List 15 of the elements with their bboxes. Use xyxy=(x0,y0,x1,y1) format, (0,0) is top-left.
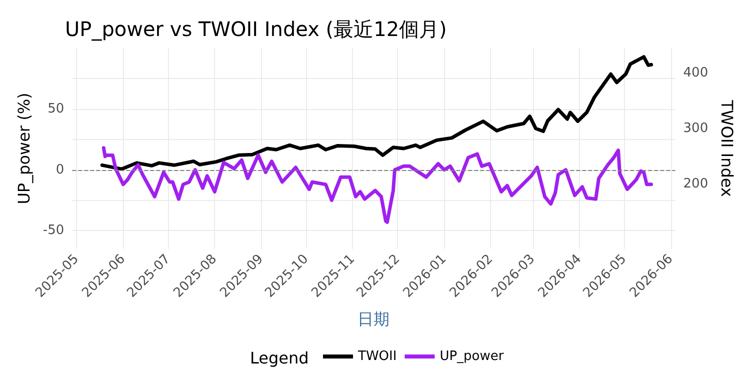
y2-tick-label: 200 xyxy=(683,176,708,192)
legend-label: UP_power xyxy=(440,349,504,364)
y-tick-label: 50 xyxy=(48,101,64,116)
legend-title: Legend xyxy=(250,348,309,368)
line-series xyxy=(100,55,654,171)
y-tick-label: 0 xyxy=(56,162,64,178)
chart-title: UP_power vs TWOII Index (最近12個月) xyxy=(65,17,447,41)
line-series xyxy=(102,146,654,224)
x-axis-title: 日期 xyxy=(358,310,390,328)
y-tick-label: -50 xyxy=(42,223,64,238)
y-axis-title: UP_power (%) xyxy=(14,92,34,204)
y2-tick-label: 400 xyxy=(683,65,708,80)
y2-tick-label: 300 xyxy=(683,121,708,136)
y2-axis-title: TWOII Index xyxy=(718,99,736,197)
legend-label: TWOII xyxy=(357,349,397,364)
